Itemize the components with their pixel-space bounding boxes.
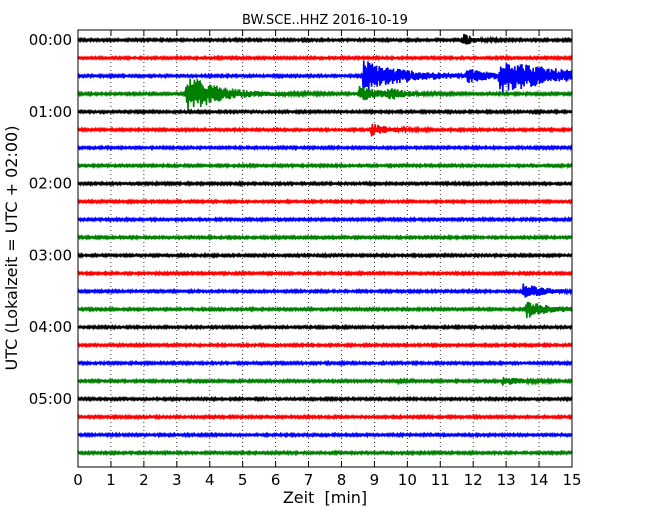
trace-line bbox=[77, 215, 573, 224]
trace-line bbox=[77, 449, 573, 457]
y-tick-label: 03:00 bbox=[29, 246, 72, 264]
x-tick-label: 9 bbox=[370, 471, 380, 489]
trace-line bbox=[77, 162, 573, 170]
x-tick-label: 11 bbox=[431, 471, 450, 489]
trace-line bbox=[77, 78, 573, 112]
plot-frame bbox=[77, 29, 573, 468]
trace-line bbox=[77, 431, 573, 439]
grid-lines bbox=[110, 30, 540, 467]
x-tick-label: 15 bbox=[562, 471, 581, 489]
trace-line bbox=[77, 323, 573, 331]
trace-line bbox=[77, 251, 573, 260]
trace-line bbox=[77, 395, 573, 403]
trace-line bbox=[77, 283, 573, 298]
trace-group bbox=[77, 33, 573, 457]
y-tick-label: 04:00 bbox=[29, 318, 72, 336]
trace-line bbox=[77, 341, 573, 349]
x-tick-label: 13 bbox=[497, 471, 516, 489]
y-tick-label: 05:00 bbox=[29, 390, 72, 408]
y-axis-label: UTC (Lokalzeit = UTC + 02:00) bbox=[2, 126, 21, 371]
x-tick-label: 10 bbox=[398, 471, 417, 489]
y-axis: 00:00 01:00 02:00 03:00 04:00 05:00 bbox=[29, 31, 572, 408]
x-tick-label: 12 bbox=[464, 471, 483, 489]
trace-line bbox=[77, 54, 573, 62]
x-tick-label: 8 bbox=[337, 471, 347, 489]
x-tick-label: 6 bbox=[271, 471, 281, 489]
trace-line bbox=[77, 359, 573, 367]
x-tick-label: 5 bbox=[238, 471, 248, 489]
x-tick-label: 1 bbox=[106, 471, 116, 489]
trace-line bbox=[77, 60, 573, 94]
trace-line bbox=[77, 269, 573, 277]
y-tick-label: 02:00 bbox=[29, 175, 72, 193]
trace-line bbox=[77, 376, 573, 387]
y-tick-label: 01:00 bbox=[29, 103, 72, 121]
trace-line bbox=[77, 197, 573, 206]
x-tick-label: 14 bbox=[530, 471, 549, 489]
x-tick-label: 0 bbox=[73, 471, 83, 489]
trace-line bbox=[77, 108, 573, 116]
trace-line bbox=[77, 144, 573, 152]
trace-line bbox=[77, 233, 573, 242]
x-axis: 0 1 2 3 4 5 6 7 8 9 10 11 12 13 14 15 bbox=[73, 30, 582, 489]
chart-title: BW.SCE..HHZ 2016-10-19 bbox=[242, 13, 408, 28]
x-tick-label: 7 bbox=[304, 471, 314, 489]
trace-line bbox=[77, 301, 573, 319]
x-axis-label: Zeit [min] bbox=[283, 488, 367, 507]
x-tick-label: 3 bbox=[172, 471, 182, 489]
trace-line bbox=[77, 179, 573, 188]
trace-line bbox=[77, 123, 573, 137]
x-tick-label: 4 bbox=[205, 471, 215, 489]
trace-line bbox=[77, 33, 573, 45]
y-tick-label: 00:00 bbox=[29, 31, 72, 49]
x-tick-label: 2 bbox=[139, 471, 149, 489]
trace-line bbox=[77, 413, 573, 421]
